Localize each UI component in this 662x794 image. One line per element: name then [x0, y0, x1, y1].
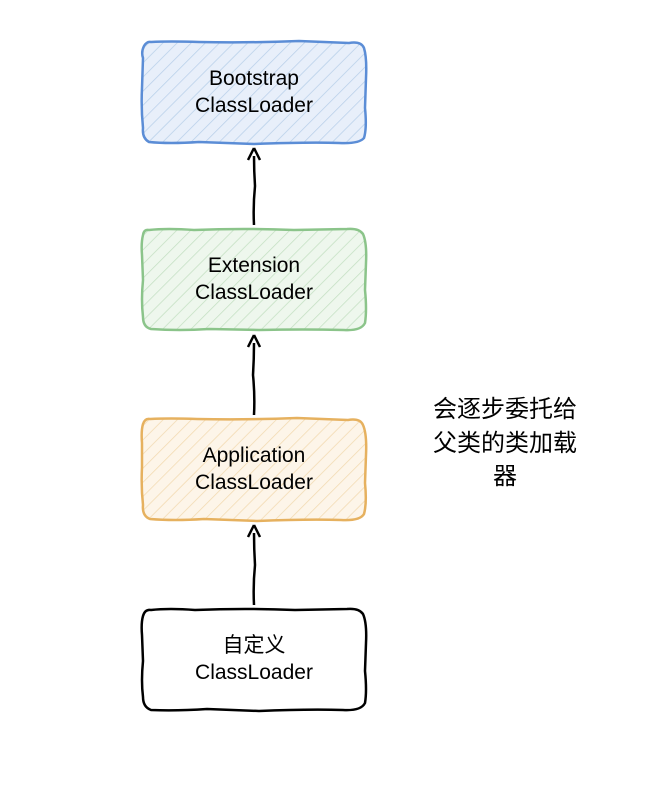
node-application-line1: Application: [195, 442, 313, 469]
node-bootstrap: Bootstrap ClassLoader: [139, 38, 369, 146]
arrow-ext-to-bootstrap: [244, 146, 264, 225]
node-custom-line2: ClassLoader: [195, 659, 313, 686]
annotation-line2: 父类的类加载: [415, 427, 595, 461]
node-bootstrap-line1: Bootstrap: [195, 65, 313, 92]
annotation-line3: 器: [415, 460, 595, 494]
node-custom-line1: 自定义: [195, 632, 313, 659]
annotation-line1: 会逐步委托给: [415, 393, 595, 427]
annotation-text: 会逐步委托给 父类的类加载 器: [415, 393, 595, 494]
node-custom: 自定义 ClassLoader: [139, 605, 369, 713]
arrow-app-to-ext: [244, 333, 264, 415]
node-extension-line2: ClassLoader: [195, 279, 313, 306]
node-application-line2: ClassLoader: [195, 469, 313, 496]
node-extension-line1: Extension: [195, 252, 313, 279]
node-bootstrap-line2: ClassLoader: [195, 92, 313, 119]
node-application: Application ClassLoader: [139, 415, 369, 523]
node-extension: Extension ClassLoader: [139, 225, 369, 333]
arrow-custom-to-app: [244, 523, 264, 605]
